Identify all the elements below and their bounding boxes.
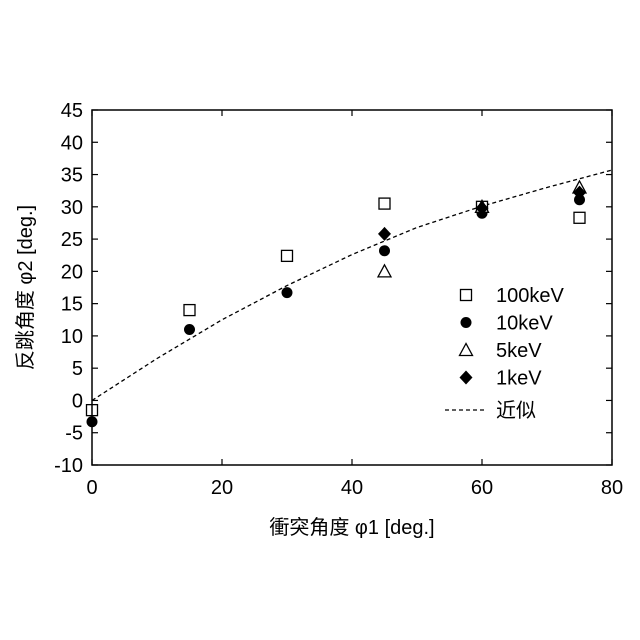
y-tick-label: 30 [61,197,83,219]
y-tick-label: 15 [61,294,83,316]
legend-marker-5kev [460,344,473,356]
y-tick-label: -10 [54,455,83,477]
legend-label: 近似 [496,399,536,422]
x-tick-label: 40 [341,477,363,499]
point-100kev [574,212,585,223]
y-tick-label: 10 [61,326,83,348]
point-100kev [184,305,195,316]
x-axis-label: 衝突角度 φ1 [deg.] [269,516,434,539]
point-100kev [282,250,293,261]
y-tick-label: 40 [61,132,83,154]
point-100kev [379,198,390,209]
legend-label: 10keV [496,313,553,335]
y-tick-label: 35 [61,165,83,187]
x-tick-label: 60 [471,477,493,499]
point-10kev [379,245,390,256]
y-tick-label: -5 [65,423,83,445]
point-10kev [184,324,195,335]
x-tick-label: 80 [601,477,623,499]
y-axis-label: 反跳角度 φ2 [deg.] [14,205,37,370]
point-10kev [282,287,293,298]
legend-label: 5keV [496,340,542,362]
y-tick-label: 45 [61,100,83,122]
legend-marker-100kev [461,290,472,301]
y-tick-label: 5 [72,358,83,380]
x-tick-label: 0 [86,477,97,499]
legend-label: 100keV [496,285,564,307]
legend-marker-1kev [460,371,473,385]
y-tick-label: 0 [72,390,83,412]
y-tick-label: 25 [61,229,83,251]
legend-marker-10kev [461,317,472,328]
x-tick-label: 20 [211,477,233,499]
legend-label: 1keV [496,368,542,390]
y-tick-label: 20 [61,261,83,283]
point-5kev [378,265,391,277]
legend: 100keV 10keV 5keV 1keV 近似 [445,285,564,422]
